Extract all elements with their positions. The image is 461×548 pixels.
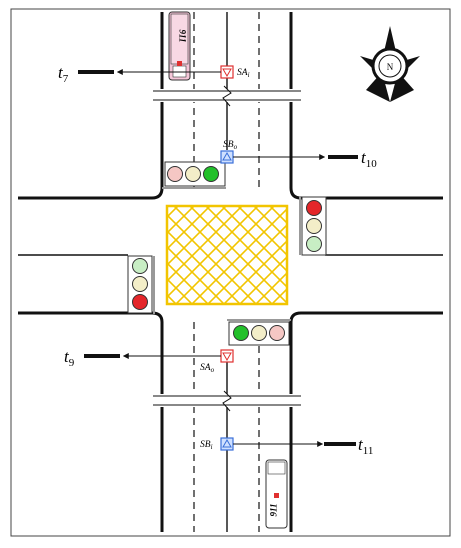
sensor-sa-i xyxy=(220,65,234,79)
road-break-north xyxy=(153,85,301,107)
bus-top: 911 xyxy=(168,11,191,81)
arrows xyxy=(116,69,326,447)
traffic-signal-west xyxy=(127,255,155,314)
label-sb-i: SBi xyxy=(200,440,213,451)
label-t10: t10 xyxy=(361,148,377,170)
road-break-south xyxy=(153,390,301,412)
label-t11: t11 xyxy=(358,435,373,457)
label-sa-i: SAi xyxy=(237,68,250,79)
sensor-sb-i xyxy=(220,437,234,451)
sensor-sb-o xyxy=(220,150,234,164)
label-sb-o: SBo xyxy=(223,140,238,151)
north-compass-icon: N xyxy=(360,26,420,102)
sensor-sa-o xyxy=(220,349,234,363)
traffic-signal-east xyxy=(299,196,327,256)
label-t9: t9 xyxy=(64,347,75,369)
label-t7: t7 xyxy=(58,63,69,85)
bus-bottom: 911 xyxy=(265,459,288,529)
label-sa-o: SAo xyxy=(200,363,215,374)
traffic-signal-south xyxy=(227,319,291,346)
traffic-signal-north xyxy=(162,161,226,189)
compass-letter: N xyxy=(387,62,394,72)
arrow-tails xyxy=(78,70,358,446)
box-junction xyxy=(165,204,289,306)
bus-bottom-plate: 911 xyxy=(269,503,279,516)
bus-top-plate: 911 xyxy=(178,29,188,42)
